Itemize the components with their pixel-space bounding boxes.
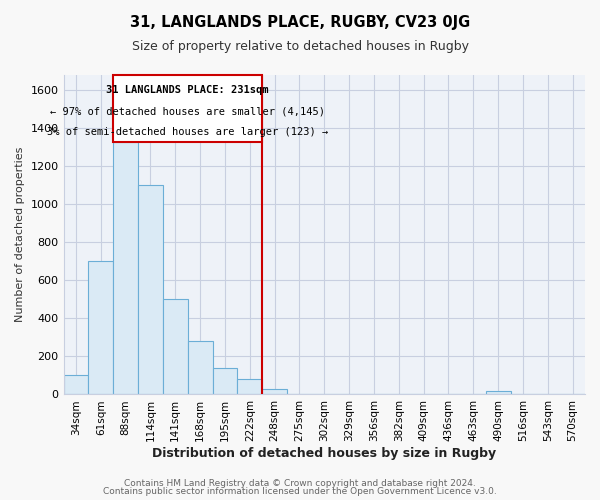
Bar [262, 389, 287, 394]
Bar [485, 390, 511, 394]
Bar [88, 262, 113, 394]
Bar [138, 186, 163, 394]
FancyBboxPatch shape [113, 75, 262, 142]
Bar [212, 368, 238, 394]
Text: 3% of semi-detached houses are larger (123) →: 3% of semi-detached houses are larger (1… [47, 128, 328, 138]
Text: 31, LANGLANDS PLACE, RUGBY, CV23 0JG: 31, LANGLANDS PLACE, RUGBY, CV23 0JG [130, 15, 470, 30]
Text: Contains public sector information licensed under the Open Government Licence v3: Contains public sector information licen… [103, 487, 497, 496]
Text: Size of property relative to detached houses in Rugby: Size of property relative to detached ho… [131, 40, 469, 53]
Bar [188, 341, 212, 394]
Text: Contains HM Land Registry data © Crown copyright and database right 2024.: Contains HM Land Registry data © Crown c… [124, 478, 476, 488]
Bar [238, 379, 262, 394]
Text: ← 97% of detached houses are smaller (4,145): ← 97% of detached houses are smaller (4,… [50, 106, 325, 117]
Y-axis label: Number of detached properties: Number of detached properties [15, 147, 25, 322]
Bar [64, 376, 88, 394]
X-axis label: Distribution of detached houses by size in Rugby: Distribution of detached houses by size … [152, 447, 496, 460]
Bar [163, 300, 188, 394]
Text: 31 LANGLANDS PLACE: 231sqm: 31 LANGLANDS PLACE: 231sqm [106, 86, 269, 96]
Bar [113, 142, 138, 394]
